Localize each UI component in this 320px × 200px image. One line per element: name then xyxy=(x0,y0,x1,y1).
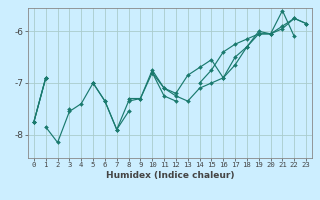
X-axis label: Humidex (Indice chaleur): Humidex (Indice chaleur) xyxy=(106,171,234,180)
